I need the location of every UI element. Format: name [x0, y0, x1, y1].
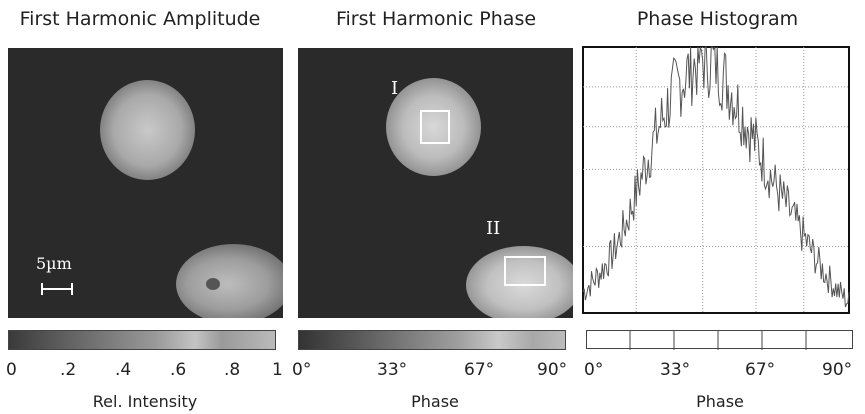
- phase-tick-1: 33°: [377, 360, 408, 380]
- amp-tick-5: 1: [272, 360, 283, 380]
- scale-bar: [41, 283, 73, 295]
- cell-upper: [100, 80, 195, 180]
- roi-label-2: II: [486, 218, 501, 239]
- phase-colorbar: [298, 330, 566, 350]
- histogram-series: [582, 46, 850, 308]
- histogram-frame: [582, 46, 850, 314]
- hist-tick-1: 33°: [660, 360, 691, 380]
- amp-tick-1: .2: [60, 360, 77, 380]
- roi-box-1: [420, 110, 450, 144]
- amp-tick-2: .4: [115, 360, 132, 380]
- phase-tick-2: 67°: [464, 360, 495, 380]
- histogram-plot: [582, 46, 850, 314]
- nucleus-spot: [206, 278, 220, 290]
- amp-tick-3: .6: [170, 360, 187, 380]
- histogram-colorbar: [586, 330, 853, 350]
- phase-tick-3: 90°: [537, 360, 568, 380]
- amp-tick-4: .8: [224, 360, 241, 380]
- phase-image: I II: [298, 48, 573, 318]
- hist-tick-0: 0°: [584, 360, 604, 380]
- amplitude-colorbar: [8, 330, 276, 350]
- histogram-caption: Phase: [696, 392, 744, 411]
- amp-tick-0: 0: [6, 360, 17, 380]
- hist-tick-2: 67°: [745, 360, 776, 380]
- phase-caption: Phase: [411, 392, 459, 411]
- histogram-grid: [583, 47, 849, 313]
- roi-box-2: [504, 256, 546, 286]
- histogram-title: Phase Histogram: [636, 8, 799, 30]
- phase-title: First Harmonic Phase: [335, 8, 537, 30]
- cell-lower: [466, 246, 573, 318]
- cell-upper: [386, 78, 481, 176]
- amplitude-image: 5µm: [8, 48, 283, 318]
- amplitude-title: First Harmonic Amplitude: [19, 8, 261, 30]
- phase-tick-0: 0°: [292, 360, 312, 380]
- scale-label: 5µm: [36, 254, 72, 273]
- amplitude-caption: Rel. Intensity: [92, 392, 198, 411]
- cell-lower: [176, 244, 283, 318]
- roi-label-1: I: [391, 78, 399, 99]
- hist-tick-3: 90°: [822, 360, 853, 380]
